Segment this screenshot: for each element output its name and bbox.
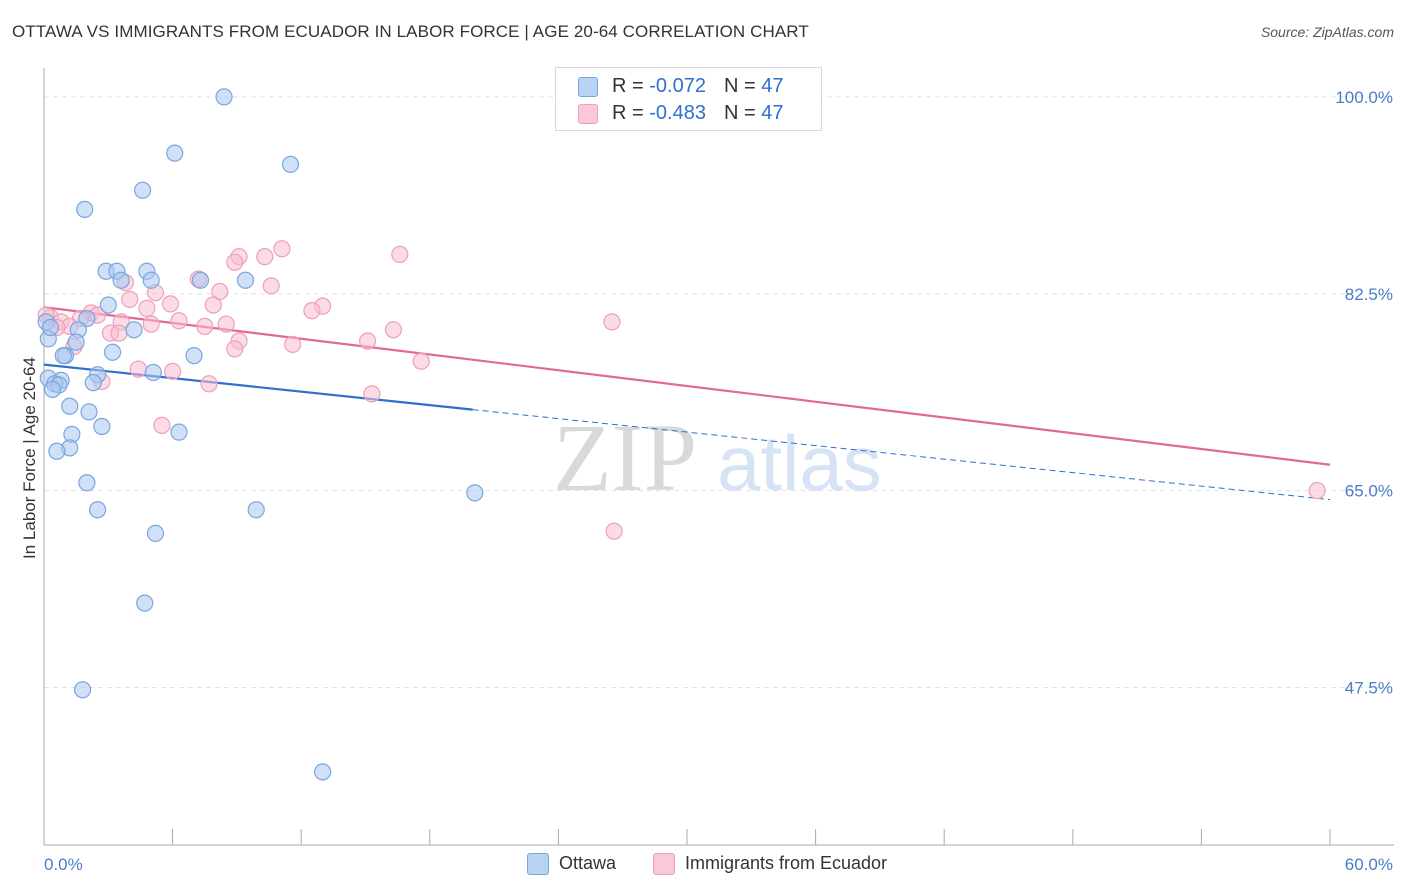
ottawa-point: [215, 88, 233, 106]
ecuador-point: [161, 295, 180, 313]
legend-n-label: N =: [723, 102, 762, 124]
ecuador-point: [164, 362, 182, 380]
ottawa-point: [103, 343, 122, 361]
ottawa-point: [247, 501, 265, 519]
ecuador-point: [412, 352, 430, 370]
trend-lines: [43, 306, 1331, 501]
y-axis-label: In Labor Force | Age 20-64: [20, 357, 39, 559]
ecuador-point: [384, 321, 402, 339]
ottawa-point: [48, 442, 66, 460]
legend-r-value-ottawa: -0.072: [649, 75, 706, 97]
ecuador-trend-line: [43, 306, 1331, 466]
x-tick-label-max: 60.0%: [1345, 855, 1393, 874]
ecuador-point: [605, 522, 623, 540]
correlation-legend: R = -0.072 N = 47 R = -0.483 N = 47: [555, 67, 822, 131]
ottawa-point: [78, 474, 96, 492]
ottawa-point: [54, 347, 72, 365]
bottom-legend-label-ecuador: Immigrants from Ecuador: [685, 853, 888, 873]
ottawa-point: [43, 380, 62, 398]
ecuador-point: [359, 332, 377, 350]
ecuador-point: [217, 315, 235, 333]
ottawa-point: [236, 271, 255, 289]
ecuador-point: [603, 313, 621, 331]
bottom-legend-swatch-ecuador: [653, 853, 675, 875]
gridlines: [44, 96, 1394, 688]
ottawa-point: [84, 374, 102, 392]
ottawa-point: [88, 501, 107, 519]
bottom-legend-label-ottawa: Ottawa: [559, 853, 617, 873]
ecuador-point: [363, 385, 381, 403]
ecuador-point: [284, 335, 302, 353]
ottawa-point: [185, 347, 203, 365]
legend-n-value-ottawa: 47: [761, 75, 784, 97]
y-tick-label: 82.5%: [1345, 285, 1393, 304]
legend-swatch-ottawa: [578, 77, 598, 97]
ecuador-point: [391, 245, 409, 263]
ottawa-trend-extension: [472, 409, 1331, 501]
watermark-zip: ZIP: [553, 404, 697, 511]
legend-r-label: R =: [612, 75, 650, 97]
ecuador-point: [1308, 482, 1326, 500]
ottawa-point: [99, 296, 117, 314]
y-tick-label: 100.0%: [1335, 88, 1393, 107]
ottawa-point: [133, 181, 152, 199]
watermark-atlas: atlas: [717, 419, 882, 507]
ottawa-point: [112, 271, 130, 289]
axes: [43, 68, 1394, 846]
ottawa-point: [314, 763, 332, 781]
ecuador-point: [200, 375, 218, 393]
ecuador-point: [153, 416, 171, 434]
legend-r-value-ecuador: -0.483: [649, 102, 706, 124]
ottawa-point: [170, 423, 188, 441]
ecuador-point: [226, 253, 244, 271]
ecuador-point: [303, 302, 321, 320]
legend-r-label: R =: [612, 102, 650, 124]
legend-n-value-ecuador: 47: [761, 102, 784, 124]
y-tick-label: 47.5%: [1345, 679, 1393, 698]
ottawa-point: [76, 200, 94, 218]
chart-title: OTTAWA VS IMMIGRANTS FROM ECUADOR IN LAB…: [12, 22, 809, 41]
data-points: [37, 88, 1326, 781]
legend-text-ottawa: R = -0.072 N = 47: [612, 75, 783, 98]
ottawa-point: [146, 524, 165, 542]
bottom-legend-swatch-ottawa: [527, 853, 549, 875]
ecuador-point: [121, 290, 139, 308]
ottawa-point: [80, 403, 98, 421]
ottawa-point: [281, 155, 300, 173]
ecuador-point: [110, 324, 128, 342]
ecuador-point: [170, 312, 188, 330]
ottawa-point: [67, 333, 85, 351]
ecuador-point: [204, 296, 222, 314]
ottawa-trend-line: [43, 363, 473, 411]
ottawa-point: [466, 484, 484, 502]
ottawa-point: [125, 321, 143, 339]
ottawa-point: [144, 363, 162, 382]
x-tick-label-min: 0.0%: [44, 855, 83, 874]
ottawa-point: [142, 271, 160, 289]
source-label: Source: ZipAtlas.com: [1260, 24, 1394, 40]
ottawa-point: [93, 417, 111, 436]
ecuador-point: [142, 315, 160, 333]
y-tick-label: 65.0%: [1345, 482, 1393, 501]
legend-n-label: N =: [723, 75, 762, 97]
ecuador-point: [256, 248, 274, 266]
ottawa-point: [73, 681, 92, 699]
ottawa-point: [61, 397, 79, 415]
ottawa-point: [41, 318, 60, 337]
ottawa-point: [191, 271, 210, 289]
ottawa-point: [166, 144, 184, 162]
ecuador-point: [273, 240, 291, 258]
ecuador-point: [196, 317, 214, 335]
legend-swatch-ecuador: [578, 104, 598, 124]
ottawa-point: [136, 594, 154, 612]
ecuador-point: [226, 340, 244, 358]
ecuador-point: [262, 277, 280, 295]
legend-text-ecuador: R = -0.483 N = 47: [612, 102, 783, 125]
y-tick-labels: 47.5% 65.0% 82.5% 100.0%: [1335, 88, 1393, 698]
ecuador-point: [129, 360, 147, 378]
ecuador-point: [138, 299, 156, 317]
watermark: ZIP atlas: [553, 404, 882, 511]
